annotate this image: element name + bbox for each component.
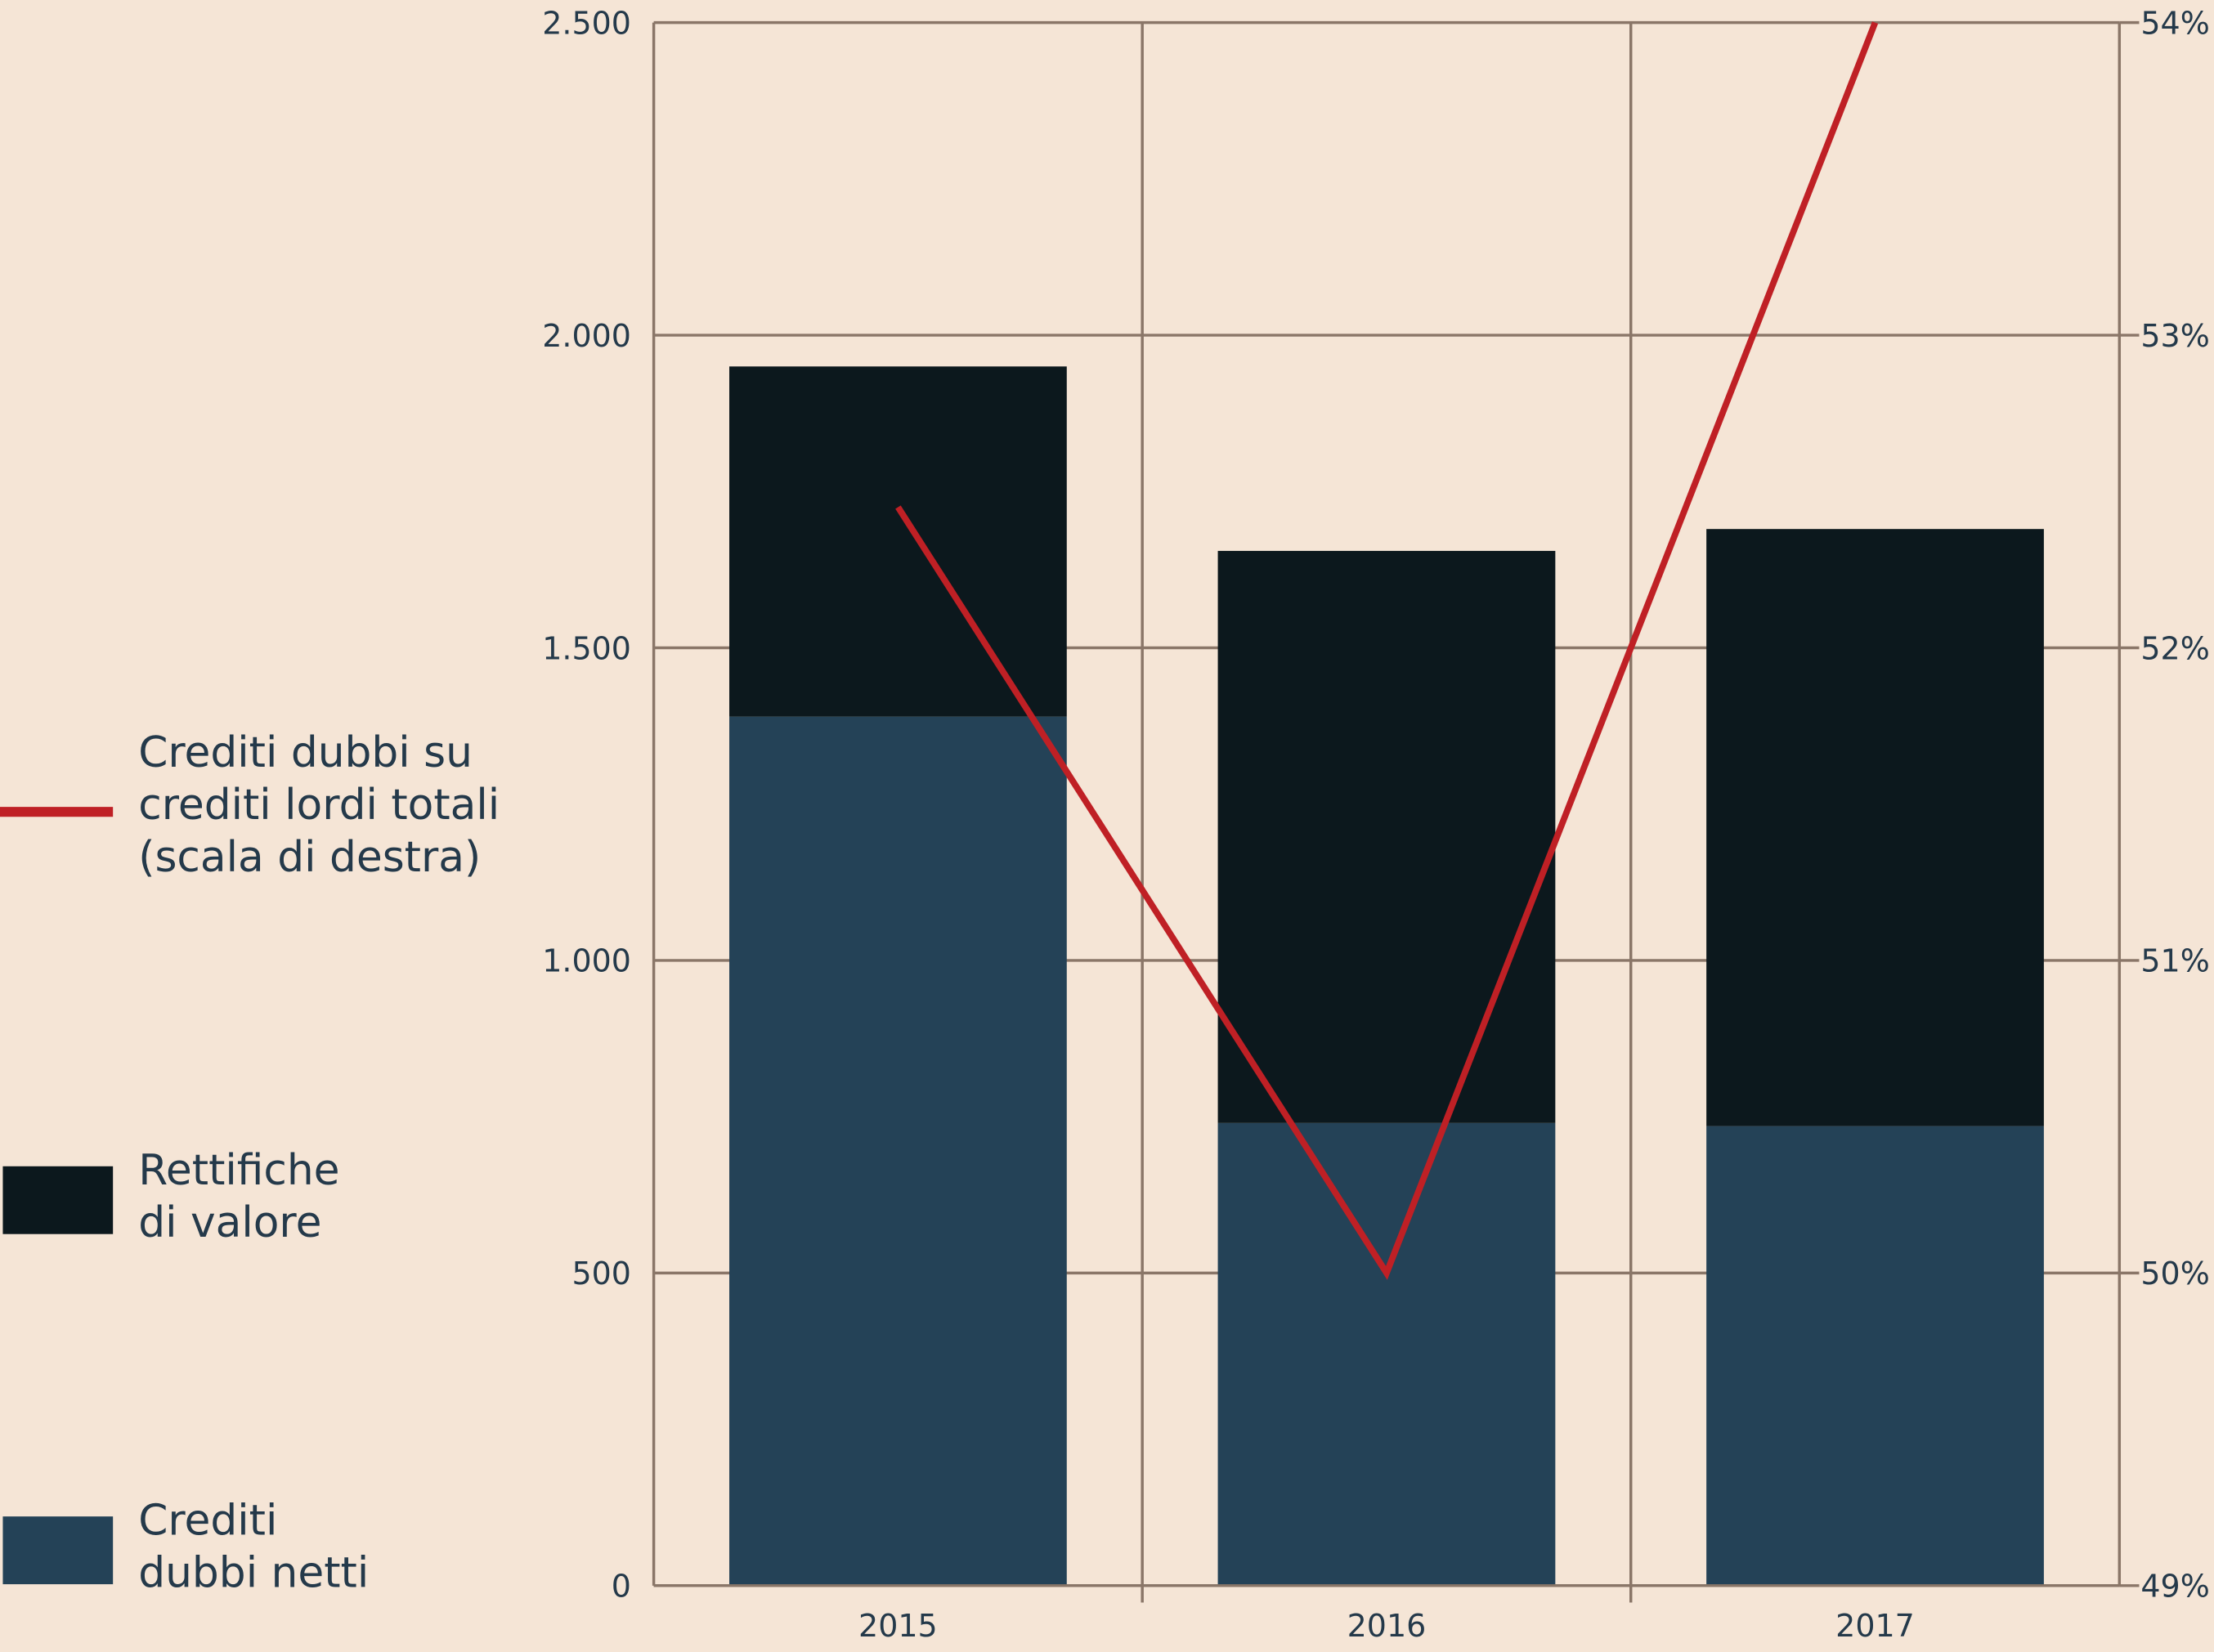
bars	[729, 366, 2044, 1586]
right-tick-label: 49%	[2140, 1569, 2209, 1605]
right-tick-label: 52%	[2140, 630, 2209, 666]
left-tick-label: 2.500	[542, 5, 631, 41]
legend-swatch-1	[2, 1166, 114, 1234]
bar-rettifiche-di-valore-2017	[1706, 529, 2044, 1126]
legend-label: Crediti	[138, 1497, 277, 1546]
left-tick-label: 500	[571, 1256, 631, 1292]
legend-label: di valore	[138, 1198, 321, 1247]
left-tick-label: 1.500	[542, 630, 631, 666]
x-tick-label: 2015	[858, 1608, 938, 1644]
legend-swatch-0	[2, 1516, 114, 1585]
bar-crediti-dubbi-netti-2017	[1706, 1126, 2044, 1586]
legend-label: dubbi netti	[138, 1549, 369, 1598]
right-tick-label: 53%	[2140, 318, 2209, 354]
x-tick-label: 2017	[1835, 1608, 1915, 1644]
legend-label-line: crediti lordi totali	[138, 781, 500, 830]
left-tick-label: 1.000	[542, 943, 631, 979]
bar-crediti-dubbi-netti-2015	[729, 716, 1067, 1586]
left-tick-label: 0	[612, 1569, 631, 1605]
tick-labels: 0 500 1.000 1.500 2.000 2.500 49% 50% 51% 52% 53% 5…	[542, 5, 2210, 1644]
right-tick-label: 51%	[2140, 943, 2209, 979]
ratio-line	[895, 21, 1879, 1280]
legend-label-line: (scala di destra)	[138, 833, 481, 882]
bar-rettifiche-di-valore-2016	[1217, 550, 1556, 1123]
right-tick-label: 54%	[2140, 5, 2209, 41]
bar-rettifiche-di-valore-2015	[729, 366, 1067, 717]
legend-label: Rettifiche	[138, 1146, 339, 1195]
legend-label-line: Crediti dubbi su	[138, 728, 473, 777]
x-tick-label: 2016	[1347, 1608, 1427, 1644]
right-tick-label: 50%	[2140, 1256, 2209, 1292]
left-tick-label: 2.000	[542, 318, 631, 354]
bar-crediti-dubbi-netti-2016	[1217, 1122, 1556, 1586]
